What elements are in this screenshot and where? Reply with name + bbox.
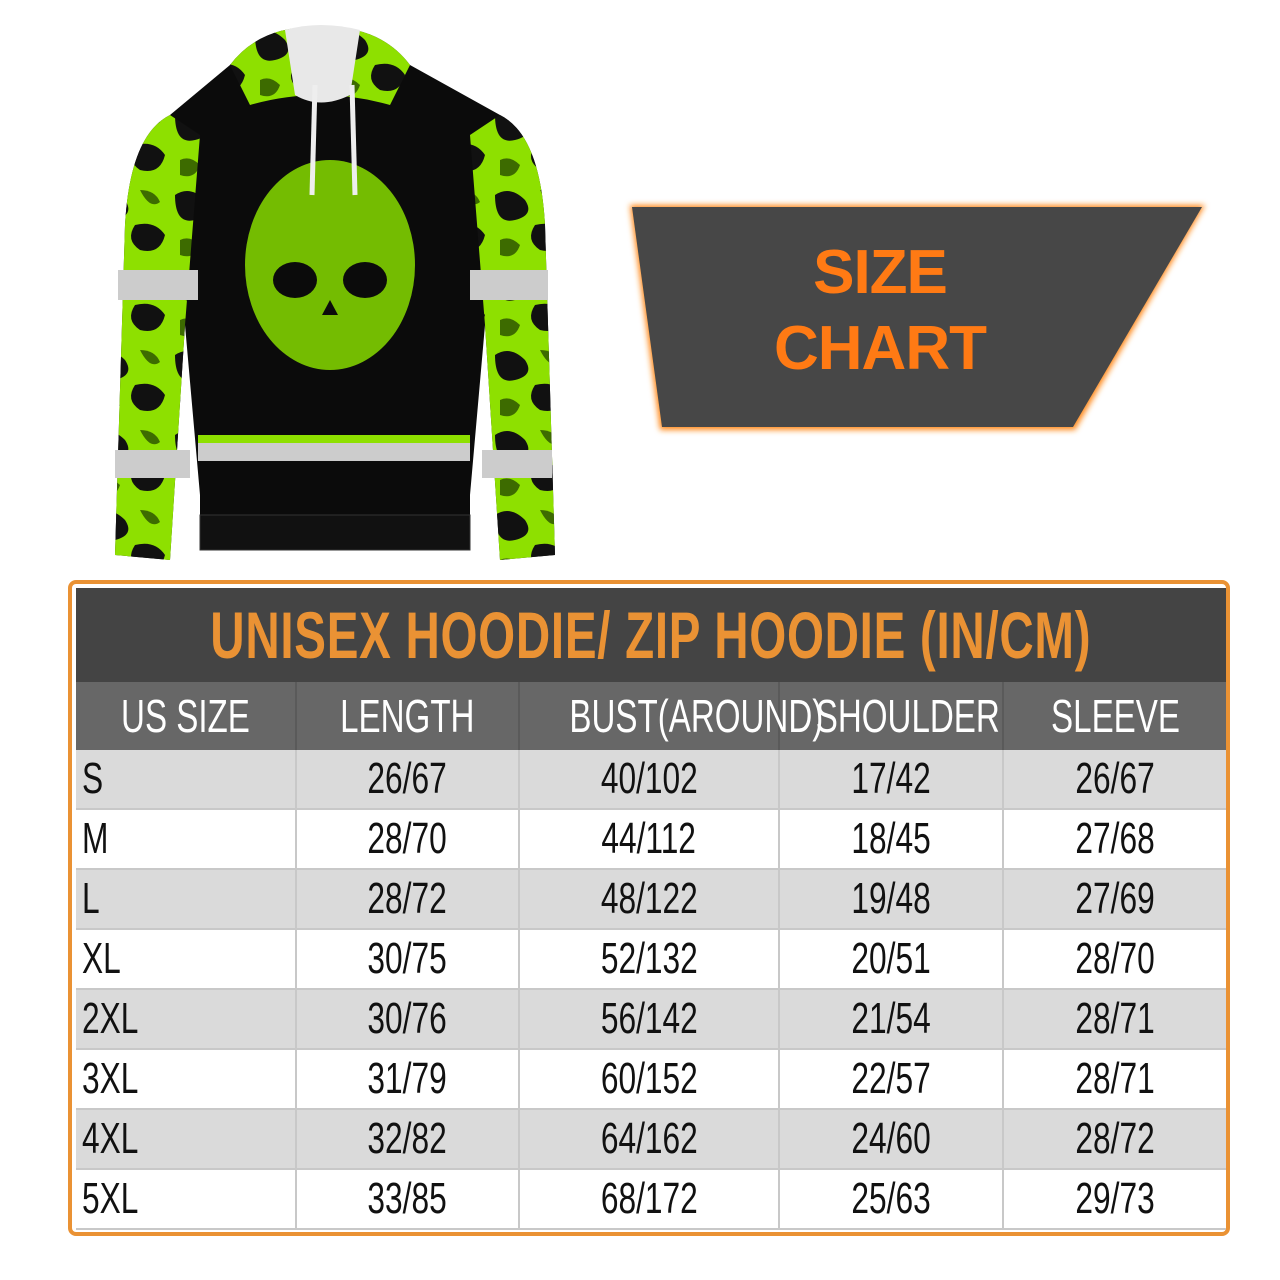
cell-bust: 48/122 — [519, 869, 780, 930]
cell-sleeve: 26/67 — [1003, 750, 1226, 810]
cell-size: S — [76, 750, 297, 810]
cell-sleeve: 27/68 — [1003, 809, 1226, 870]
table-row: L 28/72 48/122 19/48 27/69 — [76, 869, 1226, 930]
size-table-frame: UNISEX HOODIE/ ZIP HOODIE (IN/CM) US SIZ… — [68, 580, 1230, 1236]
cell-length: 30/76 — [296, 989, 520, 1050]
cell-sleeve: 27/69 — [1003, 869, 1226, 930]
cell-size: 3XL — [76, 1049, 297, 1110]
cell-sleeve: 29/73 — [1003, 1169, 1226, 1230]
header-bust: BUST(AROUND) — [519, 682, 823, 750]
cell-shoulder: 18/45 — [779, 809, 1004, 870]
cell-bust: 44/112 — [519, 809, 780, 870]
cell-length: 32/82 — [296, 1109, 520, 1170]
cell-shoulder: 17/42 — [779, 750, 1004, 810]
cell-length: 28/70 — [296, 809, 520, 870]
table-row: 5XL 33/85 68/172 25/63 29/73 — [76, 1169, 1226, 1230]
cell-length: 31/79 — [296, 1049, 520, 1110]
size-chart-line1: SIZE — [813, 238, 948, 307]
cell-size: 5XL — [76, 1169, 297, 1230]
table-row: 2XL 30/76 56/142 21/54 28/71 — [76, 989, 1226, 1050]
header-us-size: US SIZE — [76, 682, 297, 750]
cell-size: 4XL — [76, 1109, 297, 1170]
cell-sleeve: 28/70 — [1003, 929, 1226, 990]
cell-sleeve: 28/71 — [1003, 1049, 1226, 1110]
header-shoulder: SHOULDER — [779, 682, 1004, 750]
cell-shoulder: 22/57 — [779, 1049, 1004, 1110]
size-chart-line2: CHART — [774, 314, 987, 383]
cell-shoulder: 21/54 — [779, 989, 1004, 1050]
header-sleeve: SLEEVE — [1003, 682, 1226, 750]
cell-bust: 64/162 — [519, 1109, 780, 1170]
table-row: 4XL 32/82 64/162 24/60 28/72 — [76, 1109, 1226, 1170]
table-row: 3XL 31/79 60/152 22/57 28/71 — [76, 1049, 1226, 1110]
table-title-bar: UNISEX HOODIE/ ZIP HOODIE (IN/CM) — [76, 588, 1226, 682]
cell-length: 30/75 — [296, 929, 520, 990]
table-row: S 26/67 40/102 17/42 26/67 — [76, 750, 1226, 810]
cell-size: 2XL — [76, 989, 297, 1050]
size-chart-heading: SIZE CHART — [700, 235, 1060, 387]
table-row: M 28/70 44/112 18/45 27/68 — [76, 809, 1226, 870]
table-row: XL 30/75 52/132 20/51 28/70 — [76, 929, 1226, 990]
cell-sleeve: 28/72 — [1003, 1109, 1226, 1170]
hoodie-product-image — [115, 25, 555, 560]
cell-length: 26/67 — [296, 750, 520, 810]
cell-shoulder: 25/63 — [779, 1169, 1004, 1230]
table-title: UNISEX HOODIE/ ZIP HOODIE (IN/CM) — [210, 598, 1092, 672]
cell-shoulder: 19/48 — [779, 869, 1004, 930]
cell-bust: 40/102 — [519, 750, 780, 810]
size-chart-banner — [630, 205, 1205, 430]
table-header-row: US SIZE LENGTH BUST(AROUND) SHOULDER SLE… — [76, 682, 1226, 750]
cell-bust: 56/142 — [519, 989, 780, 1050]
size-table: US SIZE LENGTH BUST(AROUND) SHOULDER SLE… — [76, 682, 1226, 1230]
cell-bust: 52/132 — [519, 929, 780, 990]
cell-size: L — [76, 869, 297, 930]
cell-shoulder: 20/51 — [779, 929, 1004, 990]
cell-bust: 68/172 — [519, 1169, 780, 1230]
header-length: LENGTH — [296, 682, 520, 750]
cell-size: XL — [76, 929, 297, 990]
cell-shoulder: 24/60 — [779, 1109, 1004, 1170]
cell-bust: 60/152 — [519, 1049, 780, 1110]
cell-size: M — [76, 809, 297, 870]
cell-length: 28/72 — [296, 869, 520, 930]
cell-sleeve: 28/71 — [1003, 989, 1226, 1050]
cell-length: 33/85 — [296, 1169, 520, 1230]
